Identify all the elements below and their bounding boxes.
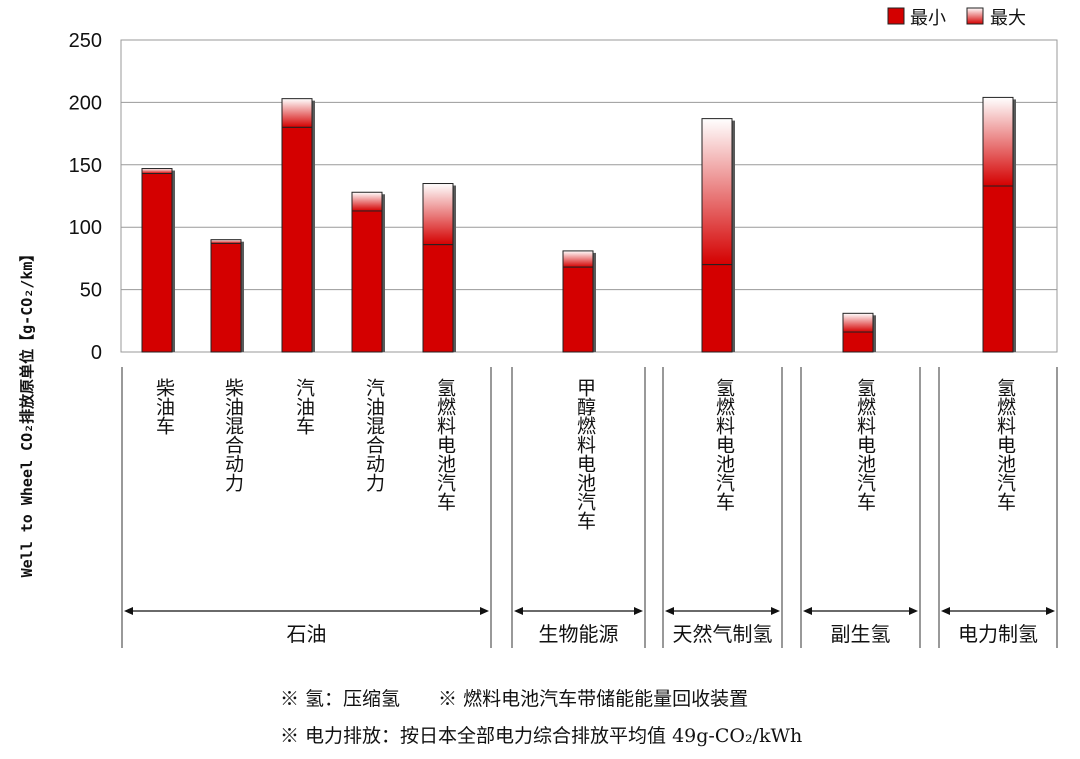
- bar-max-segment: [210, 239, 242, 244]
- bar-max-segment: [982, 96, 1014, 187]
- y-tick-label: 200: [69, 92, 102, 114]
- note-electricity: ※ 电力排放：按日本全部电力综合排放平均值 49g-CO₂/kWh: [280, 725, 803, 747]
- bar-chart: 0 50 100 150 200 250 柴油车 柴油混合动力 汽油车 汽油混合动力 氢燃料电池汽…: [18, 7, 1058, 648]
- y-tick-label: 250: [69, 30, 102, 52]
- group-label: 天然气制氢: [673, 622, 773, 646]
- bar-max-segment: [701, 118, 733, 266]
- bars: [141, 96, 1016, 353]
- bar-min-segment: [351, 210, 383, 353]
- y-tick-label: 100: [69, 217, 102, 239]
- category-label: 甲醇燃料电池汽车: [574, 378, 596, 530]
- bar-min-segment: [141, 173, 173, 353]
- y-tick-label: 150: [69, 155, 102, 177]
- bar-min-segment: [422, 244, 454, 353]
- legend-swatch-min: [887, 7, 905, 25]
- bar-min-segment: [842, 331, 874, 353]
- arrow-head-left: [514, 607, 523, 615]
- bar-max-segment: [422, 183, 454, 246]
- arrow-head-left: [665, 607, 674, 615]
- note-hydrogen: ※ 氢：压缩氢 ※ 燃料电池汽车带储能能量回收装置: [280, 688, 749, 710]
- bar-max-segment: [141, 168, 173, 175]
- arrow-head-left: [803, 607, 812, 615]
- category-label: 氢燃料电池汽车: [713, 378, 735, 511]
- category-label: 柴油混合动力: [222, 378, 244, 492]
- bar-min-segment: [701, 264, 733, 353]
- arrow-head-left: [124, 607, 133, 615]
- group-label: 副生氢: [831, 622, 891, 646]
- arrow-head-right: [771, 607, 780, 615]
- group-label: 石油: [287, 622, 327, 646]
- y-axis-label: Well to Wheel CO₂排放原单位【g-CO₂/km】: [18, 247, 36, 578]
- group-label: 电力制氢: [958, 622, 1038, 646]
- category-label: 汽油车: [293, 378, 315, 435]
- legend-label-max: 最大: [990, 8, 1026, 29]
- bar-max-segment: [842, 312, 874, 333]
- bar-min-segment: [562, 266, 594, 353]
- category-label: 氢燃料电池汽车: [434, 378, 456, 511]
- y-tick-label: 0: [91, 342, 102, 364]
- arrow-head-right: [909, 607, 918, 615]
- bar-max-segment: [281, 98, 313, 128]
- legend-swatch-max: [966, 7, 984, 25]
- bar-max-segment: [562, 250, 594, 268]
- arrow-head-right: [480, 607, 489, 615]
- y-tick-labels: 0 50 100 150 200 250: [69, 30, 102, 364]
- arrow-head-right: [1046, 607, 1055, 615]
- bar-min-segment: [982, 185, 1014, 353]
- category-labels: 柴油车 柴油混合动力 汽油车 汽油混合动力 氢燃料电池汽车 甲醇燃料电池汽车 氢燃料电池汽车…: [153, 378, 1016, 530]
- category-label: 氢燃料电池汽车: [994, 378, 1016, 511]
- arrow-head-left: [941, 607, 950, 615]
- bar-min-segment: [281, 126, 313, 353]
- legend-label-min: 最小: [910, 8, 946, 29]
- group-brackets: 石油 生物能源 天然气制氢 副生氢 电力制氢: [121, 367, 1058, 648]
- arrow-head-right: [634, 607, 643, 615]
- category-label: 氢燃料电池汽车: [854, 378, 876, 511]
- category-label: 汽油混合动力: [363, 378, 385, 492]
- group-label: 生物能源: [539, 622, 619, 646]
- category-label: 柴油车: [153, 378, 175, 435]
- bar-min-segment: [210, 242, 242, 353]
- bar-max-segment: [351, 191, 383, 212]
- y-tick-label: 50: [80, 280, 102, 302]
- legend: 最小 最大: [887, 7, 1026, 29]
